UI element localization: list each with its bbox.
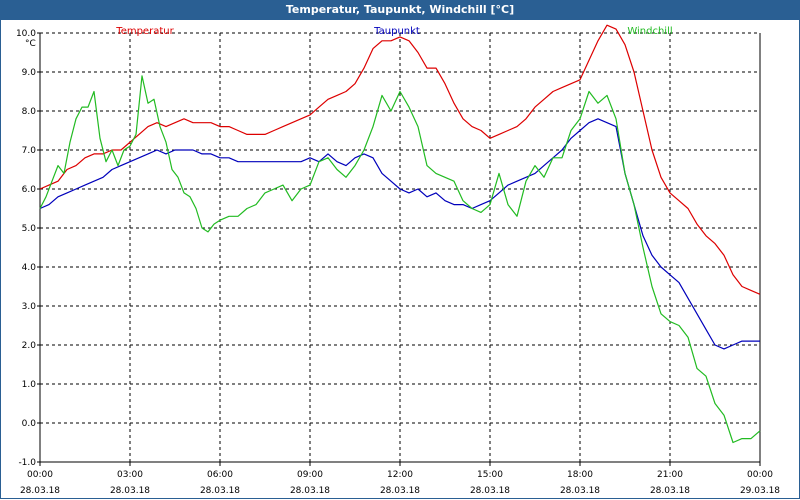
x-tick-date: 28.03.18 bbox=[470, 486, 510, 496]
x-tick-date: 28.03.18 bbox=[200, 486, 240, 496]
legend-taupunkt: Taupunkt bbox=[373, 26, 420, 37]
x-tick-date: 28.03.18 bbox=[560, 486, 600, 496]
window-title: Temperatur, Taupunkt, Windchill [°C] bbox=[0, 0, 800, 20]
chart-series bbox=[39, 24, 761, 444]
x-tick-time: 00:00 bbox=[27, 470, 53, 480]
y-tick-label: 7.0 bbox=[22, 146, 37, 156]
chart-axes bbox=[37, 32, 761, 466]
y-tick-label: 5.0 bbox=[22, 224, 37, 234]
y-tick-label: 9.0 bbox=[22, 68, 37, 78]
series-line-taupunkt bbox=[39, 118, 760, 350]
x-tick-date: 28.03.18 bbox=[380, 486, 420, 496]
y-axis-unit-label: °C bbox=[25, 39, 36, 49]
y-tick-label: 4.0 bbox=[22, 263, 37, 273]
x-tick-time: 03:00 bbox=[117, 470, 143, 480]
x-tick-time: 12:00 bbox=[387, 470, 413, 480]
x-tick-time: 06:00 bbox=[207, 470, 233, 480]
y-tick-label: -1.0 bbox=[18, 458, 36, 468]
y-tick-label: 2.0 bbox=[22, 341, 37, 351]
legend-temperatur: Temperatur bbox=[115, 26, 174, 37]
chart-grid bbox=[40, 32, 760, 463]
y-tick-label: 10.0 bbox=[16, 29, 36, 39]
y-tick-label: 0.0 bbox=[22, 419, 37, 429]
y-tick-label: 6.0 bbox=[22, 185, 37, 195]
x-tick-date: 29.03.18 bbox=[740, 486, 780, 496]
legend-windchill: Windchill bbox=[627, 26, 672, 37]
chart-labels: 10.0 9.0 8.0 7.0 6.0 5.0 4.0 3.0 2.0 1.0 0.0 -1.0 00… bbox=[16, 26, 780, 496]
x-tick-date: 28.03.18 bbox=[20, 486, 60, 496]
x-tick-time: 15:00 bbox=[477, 470, 503, 480]
x-tick-time: 00:00 bbox=[747, 470, 773, 480]
y-tick-label: 8.0 bbox=[22, 107, 37, 117]
x-tick-time: 18:00 bbox=[567, 470, 593, 480]
x-tick-date: 28.03.18 bbox=[650, 486, 690, 496]
y-tick-label: 3.0 bbox=[22, 302, 37, 312]
y-tick-label: 1.0 bbox=[22, 380, 37, 390]
x-tick-date: 28.03.18 bbox=[290, 486, 330, 496]
x-tick-date: 28.03.18 bbox=[110, 486, 150, 496]
x-tick-time: 21:00 bbox=[657, 470, 683, 480]
x-tick-time: 09:00 bbox=[297, 470, 323, 480]
series-line-windchill bbox=[39, 75, 761, 444]
